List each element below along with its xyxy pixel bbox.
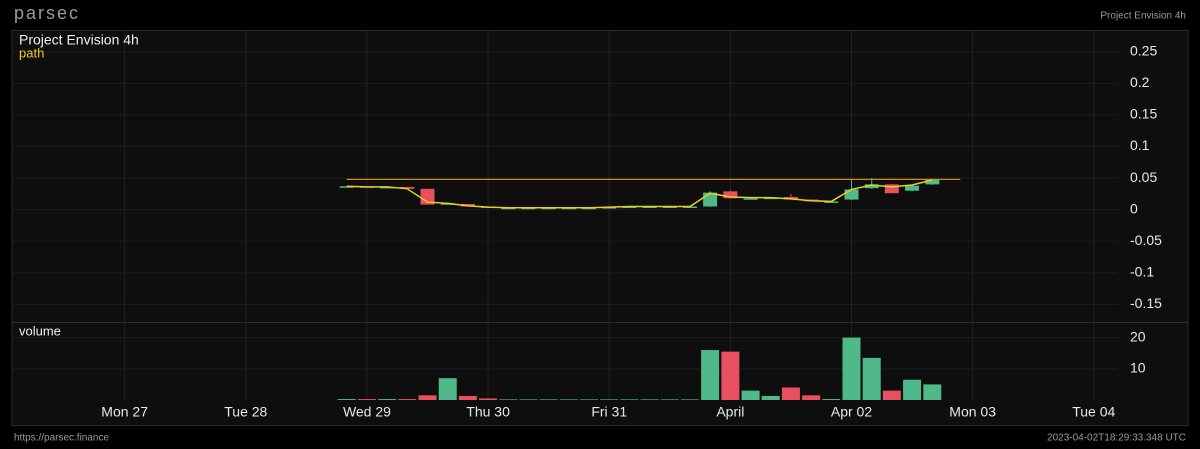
y-tick-label: -0.05: [1130, 232, 1162, 248]
legend-title: Project Envision 4h: [19, 32, 139, 48]
volume-bar: [398, 399, 417, 400]
volume-bar: [882, 390, 901, 400]
x-tick-label: Tue 04: [1072, 404, 1115, 420]
y-tick-label: 0.1: [1130, 137, 1150, 153]
candle-body: [864, 184, 879, 189]
volume-bar: [842, 337, 861, 400]
volume-bar: [802, 395, 821, 400]
candle-body: [925, 179, 940, 185]
x-tick-label: April: [716, 404, 744, 420]
volume-bar: [620, 399, 639, 400]
x-tick-label: Apr 02: [831, 404, 872, 420]
brand[interactable]: parsec: [14, 3, 80, 23]
volume-bar: [923, 384, 942, 400]
x-tick-label: Thu 30: [466, 404, 510, 420]
chart-pane: [11, 30, 1189, 426]
y-tick-label: 10: [1130, 360, 1146, 376]
candle-body: [844, 189, 859, 200]
volume-bar: [499, 399, 518, 400]
legend-path[interactable]: path: [19, 45, 44, 60]
volume-bar: [761, 395, 780, 400]
y-tick-label: 0.2: [1130, 74, 1150, 90]
y-tick-label: 0.25: [1130, 43, 1157, 59]
volume-bar: [458, 395, 477, 400]
x-tick-label: Fri 31: [591, 404, 627, 420]
candle-body: [884, 184, 899, 194]
volume-bar: [681, 399, 700, 400]
y-tick-label: 0.15: [1130, 106, 1157, 122]
x-tick-label: Mon 27: [101, 404, 148, 420]
volume-bar: [337, 399, 356, 400]
header-title: Project Envision 4h: [1100, 11, 1186, 22]
volume-bar: [822, 399, 841, 400]
volume-bar: [418, 395, 437, 400]
volume-bar: [378, 399, 397, 400]
volume-bar: [781, 387, 800, 400]
candle-body: [743, 198, 758, 200]
volume-bar: [559, 399, 578, 400]
grid: Mon 27 Tue 28 Wed 29 Thu 30 Fri 31 April Apr 0…: [12, 31, 1162, 420]
y-tick-label: 0: [1130, 200, 1138, 216]
path-line: [346, 179, 933, 209]
y-tick-label: -0.15: [1130, 295, 1162, 311]
volume-bar: [721, 351, 740, 400]
volume-bar: [660, 399, 679, 400]
candle-body: [905, 185, 920, 191]
volume-bar: [539, 399, 558, 400]
volume-bar: [701, 350, 720, 400]
x-tick-label: Mon 03: [949, 404, 996, 420]
y-tick-label: 0.05: [1130, 169, 1157, 185]
candle-body: [723, 191, 738, 199]
footer-timestamp: 2023-04-02T18:29:33.348 UTC: [1047, 433, 1186, 444]
volume-bar: [357, 399, 376, 400]
volume-label: volume: [19, 323, 61, 338]
volume-bar: [903, 379, 922, 400]
y-tick-label: -0.1: [1130, 263, 1154, 279]
candle-body: [400, 186, 415, 189]
footer-url[interactable]: https://parsec.finance: [14, 433, 109, 444]
volume-bar: [579, 399, 598, 400]
y-tick-label: 20: [1130, 328, 1146, 344]
volume-bar: [741, 390, 760, 400]
x-tick-label: Tue 28: [224, 404, 267, 420]
volume-bar: [479, 398, 498, 400]
volume-bar: [600, 399, 619, 400]
volume-bar: [519, 399, 538, 400]
volume-bar: [438, 378, 457, 400]
x-tick-label: Wed 29: [343, 404, 391, 420]
marks: [337, 178, 961, 400]
volume-bar: [640, 399, 659, 400]
volume-bar: [862, 357, 881, 400]
